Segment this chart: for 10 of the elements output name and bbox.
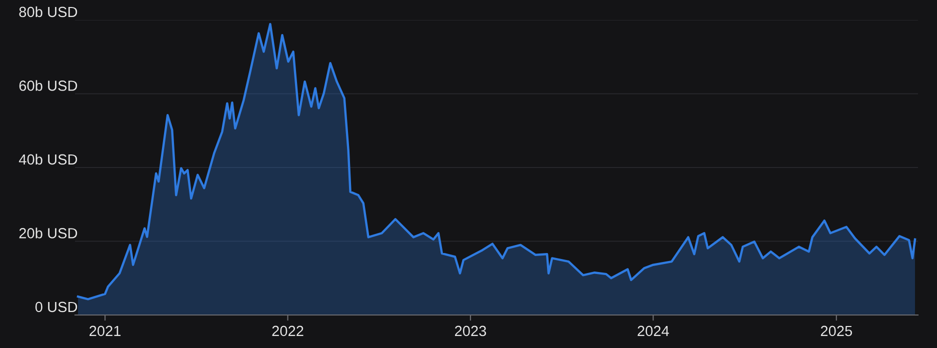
x-tick-label: 2025	[820, 326, 852, 336]
x-tick-label: 2023	[454, 326, 486, 336]
y-tick-label: 60b USD	[19, 80, 78, 91]
x-tick-label: 2021	[90, 326, 121, 336]
x-tick-label: 2022	[272, 326, 304, 336]
y-tick-label: 40b USD	[18, 154, 78, 165]
y-tick-label: 80b USD	[19, 6, 78, 18]
x-tick-label: 2024	[638, 326, 669, 336]
y-tick-label: 0 USD	[35, 302, 78, 312]
y-tick-label: 20b USD	[19, 228, 78, 238]
